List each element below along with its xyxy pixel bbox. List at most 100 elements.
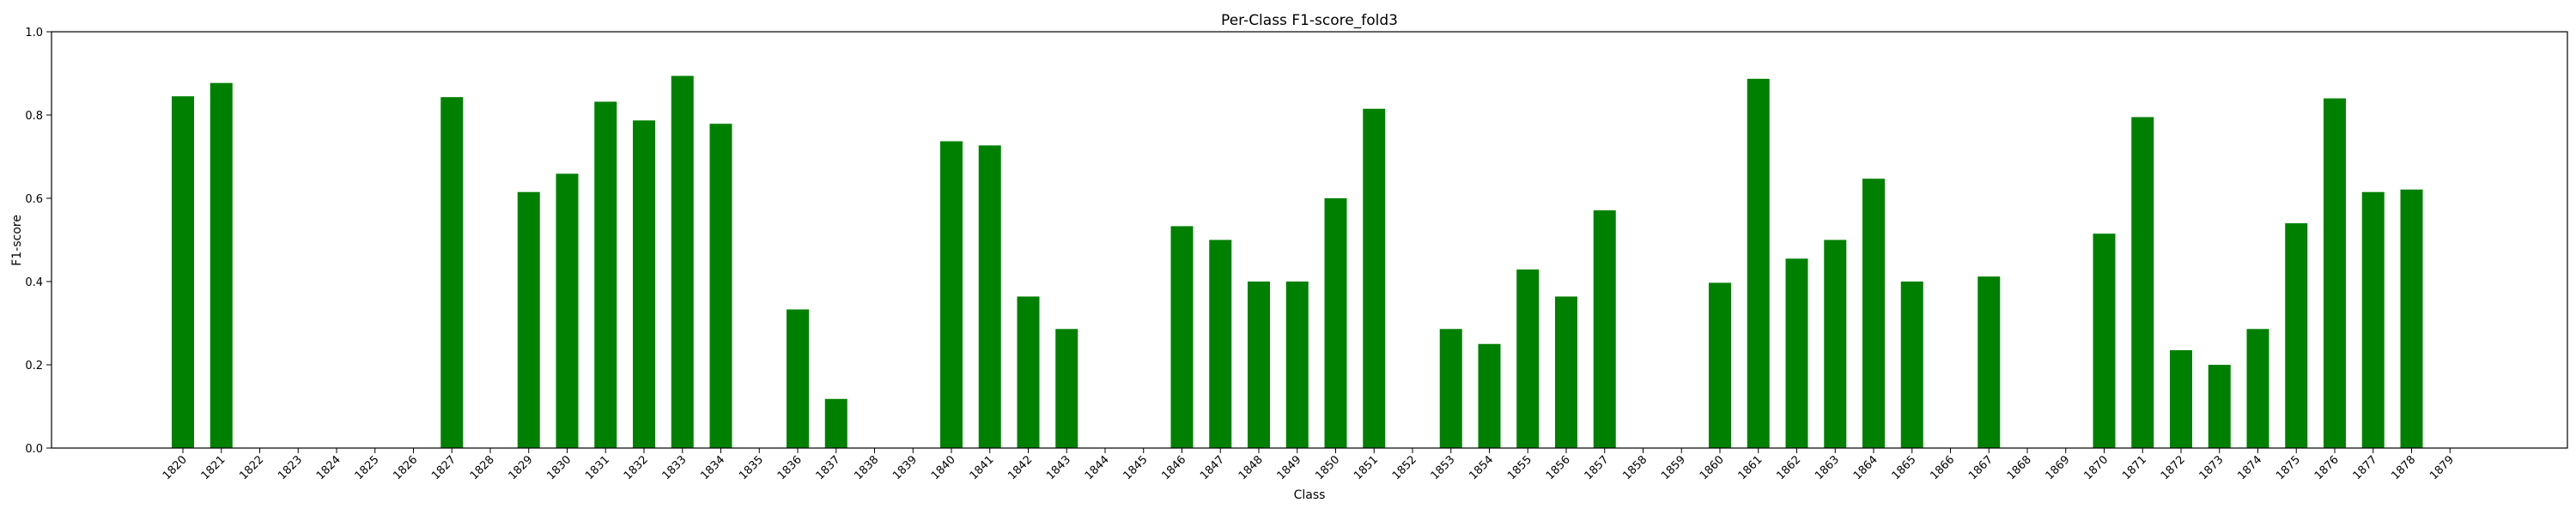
chart-title: Per-Class F1-score_fold3 [1221,12,1398,29]
x-tick-label: 1824 [314,453,343,482]
bar-1846 [1170,226,1194,448]
bar-1850 [1324,198,1347,448]
bar-1834 [709,124,732,448]
bar-1853 [1439,329,1462,448]
bar-1874 [2246,329,2269,448]
y-tick-label: 0.2 [25,360,43,373]
bar-1830 [556,173,579,448]
bar-1821 [210,82,233,449]
bar-1832 [633,120,655,448]
bar-1833 [671,76,694,448]
x-tick-label: 1822 [237,453,266,482]
bar-1843 [1055,329,1078,448]
x-tick-label: 1874 [2235,453,2264,482]
bar-1854 [1478,343,1501,448]
bar-1837 [824,398,848,448]
x-tick-label: 1844 [1083,453,1112,482]
x-tick-label: 1873 [2197,453,2227,482]
y-tick-label: 1.0 [25,27,43,39]
bar-1863 [1824,239,1847,448]
bar-1840 [940,141,963,448]
x-tick-label: 1867 [1966,453,1996,482]
bar-1878 [2400,189,2423,448]
x-tick-label: 1852 [1390,453,1419,482]
x-tick-label: 1859 [1659,453,1688,482]
x-tick-label: 1855 [1505,453,1534,482]
x-tick-label: 1858 [1620,453,1649,482]
x-tick-label: 1866 [1928,453,1957,482]
bar-1867 [1978,276,2001,448]
x-tick-label: 1832 [622,453,651,482]
x-tick-label: 1821 [199,453,228,482]
x-tick-label: 1839 [890,453,920,482]
x-tick-label: 1836 [775,453,805,482]
bar-1820 [172,96,194,449]
plot-frame [51,31,2568,449]
x-tick-label: 1860 [1698,453,1727,482]
x-tick-label: 1829 [507,453,536,482]
bar-1875 [2285,223,2308,448]
x-tick-label: 1862 [1774,453,1803,482]
bar-1871 [2131,117,2154,449]
x-tick-label: 1820 [161,453,190,482]
x-tick-label: 1870 [2081,453,2111,482]
x-tick-label: 1879 [2427,453,2457,482]
y-axis-ticks: 0.0 0.2 0.4 0.6 0.8 1.0 [25,27,52,456]
x-tick-label: 1841 [968,453,997,482]
bar-1842 [1017,296,1040,448]
x-tick-label: 1831 [583,453,612,482]
bar-1865 [1900,282,1923,448]
bars-layer [172,76,2423,449]
x-tick-label: 1843 [1044,453,1073,482]
x-tick-label: 1876 [2312,453,2342,482]
x-tick-label: 1848 [1236,453,1266,482]
x-tick-label: 1871 [2120,453,2149,482]
bar-1829 [517,191,540,449]
bar-1860 [1709,282,1731,448]
x-axis-label: Class [1294,488,1326,502]
x-tick-label: 1826 [391,453,420,482]
x-tick-label: 1865 [1890,453,1919,482]
x-tick-label: 1842 [1005,453,1035,482]
bar-1862 [1785,258,1808,448]
bar-1841 [978,145,1001,448]
y-tick-label: 0.0 [25,443,43,456]
x-tick-label: 1847 [1198,453,1227,482]
x-tick-label: 1877 [2351,453,2380,482]
bar-1857 [1593,210,1616,448]
bar-1864 [1862,179,1885,448]
x-tick-label: 1869 [2044,453,2073,482]
bar-1849 [1285,282,1309,448]
x-tick-label: 1840 [929,453,958,482]
x-tick-label: 1827 [429,453,459,482]
x-tick-label: 1861 [1736,453,1765,482]
x-tick-label: 1849 [1275,453,1304,482]
bar-1872 [2170,350,2192,448]
x-tick-label: 1833 [660,453,690,482]
x-tick-label: 1854 [1467,453,1496,482]
bar-1861 [1747,78,1770,448]
x-tick-label: 1825 [353,453,382,482]
x-tick-label: 1846 [1159,453,1188,482]
y-tick-label: 0.4 [25,276,43,289]
x-tick-label: 1834 [698,453,727,482]
bar-1873 [2208,365,2231,448]
y-axis-label: F1-score [10,215,24,266]
x-tick-label: 1863 [1813,453,1842,482]
bar-1827 [440,97,464,449]
x-tick-label: 1857 [1583,453,1612,482]
bar-1851 [1363,108,1386,448]
bar-1831 [594,101,617,448]
x-tick-label: 1872 [2159,453,2188,482]
x-tick-label: 1853 [1429,453,1458,482]
x-tick-label: 1851 [1352,453,1381,482]
bar-1876 [2324,98,2346,448]
x-tick-label: 1845 [1121,453,1151,482]
bar-1855 [1516,269,1540,448]
bar-1877 [2361,191,2385,449]
bar-1870 [2093,233,2116,448]
y-tick-label: 0.6 [25,193,43,206]
x-tick-label: 1868 [2005,453,2034,482]
bar-1856 [1555,296,1577,448]
